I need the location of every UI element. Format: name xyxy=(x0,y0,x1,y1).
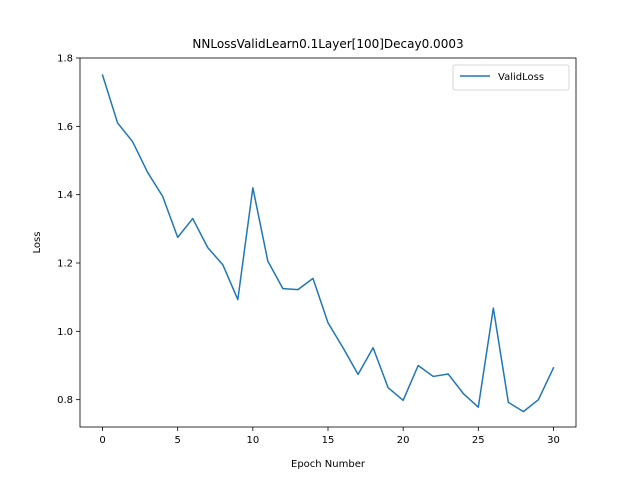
legend: ValidLoss xyxy=(452,64,570,91)
x-tick-label: 0 xyxy=(99,435,105,446)
y-axis-label: Loss xyxy=(32,232,43,254)
plot-area xyxy=(80,58,576,427)
legend-label-validloss: ValidLoss xyxy=(498,72,544,83)
x-tick-label: 15 xyxy=(322,435,335,446)
plot-frame xyxy=(79,57,577,428)
y-tick-label: 1.6 xyxy=(57,122,73,133)
series-line-validloss xyxy=(101,74,555,413)
legend-box xyxy=(452,64,570,91)
y-tick-label: 1.0 xyxy=(57,327,73,338)
x-tick-label: 20 xyxy=(397,435,410,446)
y-tick-label: 1.2 xyxy=(57,259,73,270)
x-axis-ticks: 0 5 10 15 20 25 30 xyxy=(99,427,560,446)
x-tick-label: 25 xyxy=(472,435,485,446)
y-axis-ticks: 0.8 1.0 1.2 1.4 1.6 1.8 xyxy=(57,54,80,406)
x-tick-label: 30 xyxy=(547,435,560,446)
x-axis-label: Epoch Number xyxy=(291,459,366,470)
y-tick-label: 1.4 xyxy=(57,190,73,201)
y-tick-label: 0.8 xyxy=(57,395,73,406)
y-tick-label: 1.8 xyxy=(57,54,73,65)
x-tick-label: 5 xyxy=(175,435,181,446)
series-layer xyxy=(101,74,555,413)
chart-title: NNLossValidLearn0.1Layer[100]Decay0.0003 xyxy=(192,37,463,51)
x-tick-label: 10 xyxy=(246,435,259,446)
